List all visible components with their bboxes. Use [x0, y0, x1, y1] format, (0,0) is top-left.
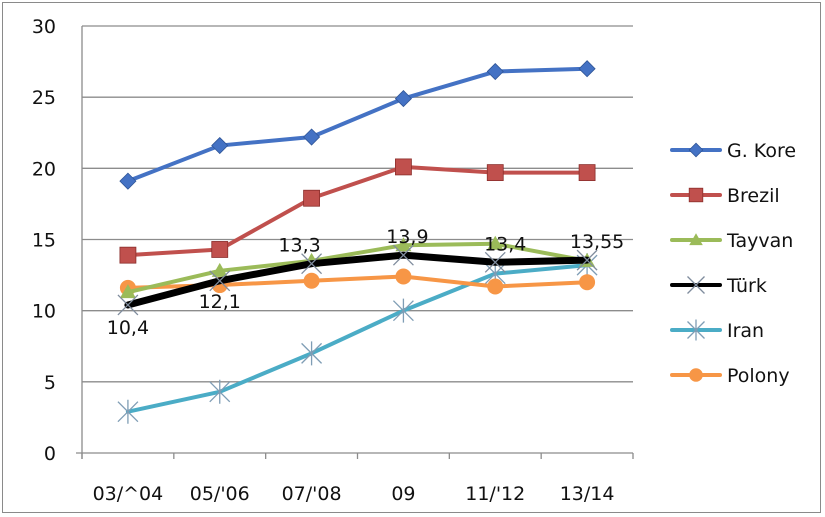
gridlines — [82, 25, 633, 383]
x-tick-label: 11/'12 — [465, 483, 525, 505]
legend-item-brezil[interactable]: Brezil — [670, 185, 780, 207]
x-tick-label: 05/'06 — [190, 483, 250, 505]
x-tick-label: 09 — [391, 483, 415, 505]
legend-item-iran[interactable]: Iran — [670, 319, 764, 343]
legend-item-tayvan[interactable]: Tayvan — [670, 230, 793, 252]
legend-label: Brezil — [727, 185, 780, 207]
y-tick-label: 25 — [32, 87, 56, 109]
legend-label: Polony — [727, 365, 790, 387]
data-labels: 10,4 12,1 13,3 13,9 13,4 13,55 — [107, 226, 625, 339]
x-tick-label: 13/14 — [560, 483, 615, 505]
x-tick-label: 07/'08 — [282, 483, 342, 505]
data-label: 12,1 — [199, 291, 241, 313]
legend-label: G. Kore — [727, 140, 796, 162]
y-tick-label: 0 — [44, 443, 56, 465]
series-brezil — [119, 158, 596, 264]
data-label: 13,9 — [386, 226, 428, 248]
data-label: 13,3 — [278, 235, 320, 257]
data-label: 13,55 — [570, 231, 624, 253]
x-tick-label: 03/^04 — [93, 483, 164, 505]
legend-item-türk[interactable]: Türk — [670, 275, 767, 297]
series-türk — [117, 244, 598, 316]
series-g-kore — [119, 60, 596, 190]
y-tick-label: 20 — [32, 158, 56, 180]
data-label: 13,4 — [484, 233, 526, 255]
data-label: 10,4 — [107, 317, 149, 339]
y-tick-label: 30 — [32, 16, 56, 38]
legend-item-g-kore[interactable]: G. Kore — [670, 140, 796, 162]
legend-label: Tayvan — [726, 230, 793, 252]
y-tick-label: 15 — [32, 230, 56, 252]
legend-item-polony[interactable]: Polony — [670, 365, 790, 387]
legend-label: Iran — [727, 320, 764, 342]
y-tick-label: 10 — [32, 301, 56, 323]
legend-label: Türk — [726, 275, 767, 297]
legend: G. Kore Brezil Tayvan Türk Iran Polony — [670, 140, 796, 387]
y-tick-label: 5 — [44, 372, 56, 394]
